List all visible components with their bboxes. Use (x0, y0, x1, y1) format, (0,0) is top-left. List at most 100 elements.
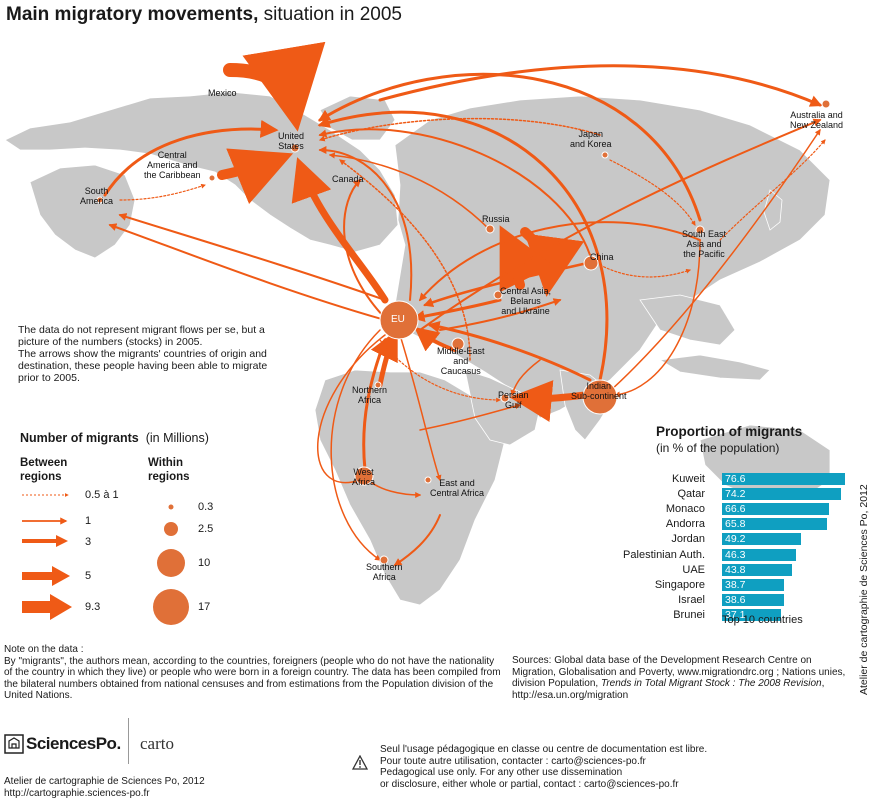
legend-within-value-1: 0.3 (198, 501, 214, 513)
bar-country-label: Palestinian Auth. (623, 548, 705, 561)
bar-chart-subtitle: (in % of the population) (656, 441, 780, 455)
legend-between-value-4: 5 (85, 570, 92, 582)
circle-us (290, 143, 300, 153)
label-central-asia: Central Asia, Belarus and Ukraine (500, 286, 552, 316)
map-title: Main migratory movements, situation in 2… (6, 4, 403, 25)
label-mexico: Mexico (208, 88, 237, 98)
land-arabia (464, 369, 541, 446)
label-japan-korea: Japan and Korea (570, 129, 612, 149)
circle-west-africa (354, 466, 374, 486)
circle-south-america (96, 196, 104, 204)
bar-country-label: Jordan (671, 533, 705, 546)
bar-value-label: 76.6 (725, 473, 746, 485)
label-australia-nz: Australia and New Zealand (790, 110, 844, 130)
bar-value-label: 66.6 (725, 503, 746, 516)
note-body: By "migrants", the authors mean, accordi… (4, 655, 501, 702)
bar-mark: 46.3 (722, 548, 797, 561)
bar-mark: 66.6 (722, 503, 829, 516)
flow-mexico-us (223, 41, 326, 132)
vertical-credit: Atelier de cartographie de Sciences Po, … (858, 484, 870, 695)
bar-mark: 65.8 (722, 518, 828, 531)
bar-mark: 38.7 (722, 578, 784, 591)
legend-between-value-1: 0.5 à 1 (85, 489, 119, 501)
circle-china (583, 255, 599, 271)
bar-value-label: 46.3 (725, 548, 746, 561)
circle-middle-east (451, 337, 465, 351)
legend-within-value-2: 2.5 (198, 523, 214, 535)
bar-mark: 43.8 (722, 563, 793, 576)
flow-central-america-us (217, 148, 294, 205)
bar-value-label: 38.7 (725, 578, 746, 591)
usage-rights: Seul l'usage pédagogique en classe ou ce… (380, 744, 707, 790)
label-middle-east: Middle-East and Caucasus (437, 346, 485, 376)
land-south-america (29, 164, 136, 259)
bar-value-label: 43.8 (725, 563, 746, 576)
legend-within-value-3: 10 (198, 557, 211, 569)
bar-mark: 37.1 (722, 608, 782, 621)
bar-country-label: Andorra (665, 518, 705, 531)
sciences-po-logo[interactable]: SciencesPo. (26, 734, 121, 753)
bar-mark: 38.6 (722, 593, 784, 606)
bar-row: Jordan 49.2 (0, 533, 860, 546)
label-south-america: South America (80, 186, 114, 206)
footer-divider (128, 718, 129, 764)
sources-text: Sources: Global data base of the Develop… (512, 655, 846, 701)
bar-row: Andorra 65.8 (0, 518, 860, 531)
bar-country-label: UAE (682, 563, 705, 576)
label-southern-africa: Southern Africa (366, 562, 403, 582)
circle-eu (379, 300, 419, 340)
flow-eu-us (291, 157, 389, 304)
legend-between-value-3: 3 (85, 536, 92, 548)
carto-logo[interactable]: carto (140, 734, 174, 753)
legend-within-heading: Within regions (148, 457, 190, 483)
circle-central-asia (493, 290, 503, 300)
label-persian-gulf: Persian Gulf (498, 390, 529, 410)
land-indonesia (658, 354, 771, 381)
circle-japan (601, 151, 609, 159)
bar-value-label: 74.2 (725, 488, 746, 501)
rights-fr-1: Seul l'usage pédagogique en classe ou ce… (380, 744, 708, 755)
legend-between-heading: Between regions (20, 457, 68, 483)
atelier-url[interactable]: http://cartographie.sciences-po.fr (4, 787, 150, 799)
intro-p2: The arrows show the migrants' countries … (18, 348, 268, 384)
atelier-credit: Atelier de cartographie de Sciences Po, … (4, 776, 205, 799)
bar-value-label: 37.1 (725, 608, 746, 621)
label-north-africa: Northern Africa (352, 385, 388, 405)
bar-value-label: 49.2 (725, 533, 746, 546)
flow-india-gulf (509, 380, 589, 422)
atelier-line-1: Atelier de cartographie de Sciences Po, … (4, 776, 205, 787)
rights-en-2: or disclosure, either whole or partial, … (380, 778, 679, 790)
bar-country-label: Brunei (673, 608, 705, 621)
bar-row: Palestinian Auth. 46.3 (0, 548, 860, 561)
circle-persian-gulf (500, 393, 510, 403)
note-heading: Note on the data : (4, 644, 84, 655)
legend-title: Number of migrants (in Millions) (20, 431, 209, 445)
bar-value-label: 38.6 (725, 593, 746, 606)
migration-flows (103, 41, 826, 566)
legend-between-value-5: 9.3 (85, 601, 101, 613)
sciences-po-emblem-icon (4, 734, 24, 754)
bar-row: Kuweit 76.6 (0, 473, 860, 485)
bar-mark: 49.2 (722, 533, 801, 546)
circle-sea (695, 225, 705, 235)
label-canada: Canada (332, 174, 364, 184)
bar-value-label: 65.8 (725, 518, 746, 531)
bar-country-label: Singapore (654, 578, 705, 591)
circle-russia (485, 224, 495, 234)
bar-row: Qatar 74.2 (0, 488, 860, 501)
label-central-america: Central America and the Caribbean (144, 150, 201, 180)
bar-row: UAE 43.8 (0, 563, 860, 576)
bar-row: Brunei 37.1 (0, 608, 860, 621)
label-eu: EU (391, 314, 405, 325)
label-indian-sub: Indian Sub-continent (571, 381, 627, 401)
bar-country-label: Monaco (665, 503, 705, 516)
circle-australia (821, 99, 831, 109)
bar-country-label: Israel (678, 593, 705, 606)
flow-south-america-us (103, 119, 279, 197)
label-east-africa: East and Central Africa (430, 478, 485, 498)
bar-chart-title: Proportion of migrants (656, 424, 803, 439)
bar-country-label: Qatar (677, 488, 705, 501)
intro-text: The data do not represent migrant flows … (18, 324, 268, 384)
land-masses (4, 91, 831, 606)
bar-chart-caption: Top 10 countries (722, 614, 803, 626)
